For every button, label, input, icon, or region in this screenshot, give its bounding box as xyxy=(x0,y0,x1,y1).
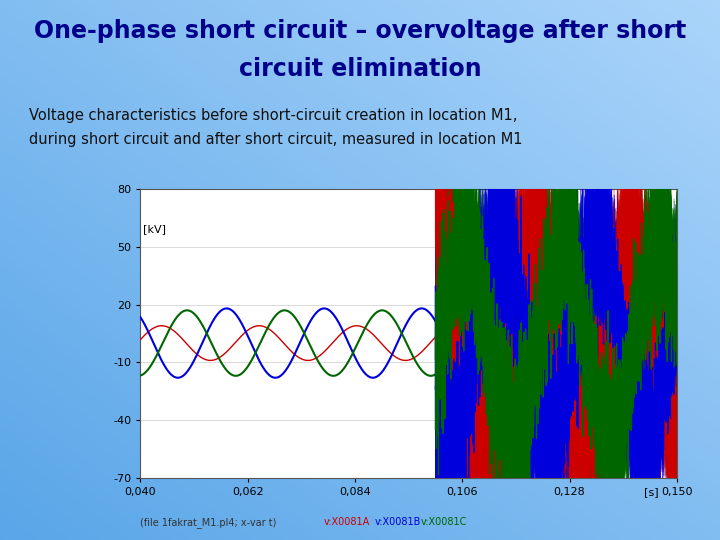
Text: [s]: [s] xyxy=(644,487,659,497)
Text: [kV]: [kV] xyxy=(143,224,166,234)
Text: v:X0081C: v:X0081C xyxy=(421,517,467,528)
Text: Voltage characteristics before short-circuit creation in location M1,: Voltage characteristics before short-cir… xyxy=(29,108,517,123)
Text: v:X0081B: v:X0081B xyxy=(374,517,420,528)
Text: One-phase short circuit – overvoltage after short: One-phase short circuit – overvoltage af… xyxy=(34,19,686,43)
Text: during short circuit and after short circuit, measured in location M1: during short circuit and after short cir… xyxy=(29,132,522,147)
Text: circuit elimination: circuit elimination xyxy=(239,57,481,80)
Text: v:X0081A: v:X0081A xyxy=(324,517,370,528)
Text: (file 1fakrat_M1.pl4; x-var t): (file 1fakrat_M1.pl4; x-var t) xyxy=(140,517,280,528)
